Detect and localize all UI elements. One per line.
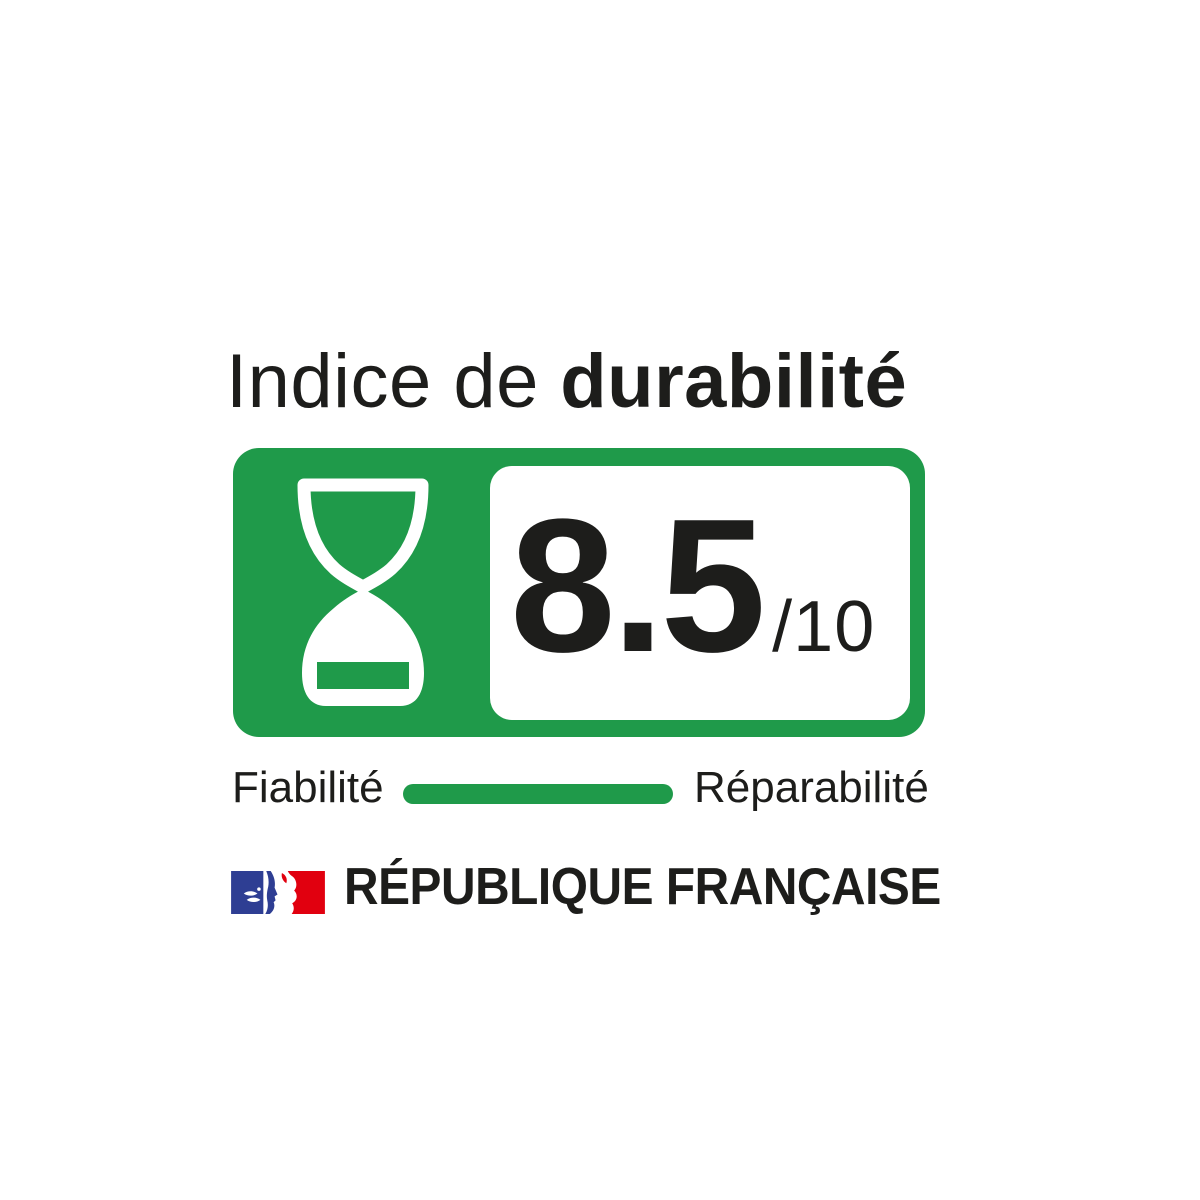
- scale-bar: [403, 784, 673, 804]
- title-regular-part: Indice de: [226, 339, 539, 424]
- hourglass-icon: [297, 478, 429, 706]
- title-bold-part: durabilité: [560, 339, 908, 424]
- repairability-label: Réparabilité: [694, 763, 929, 812]
- republic-text: RÉPUBLIQUE FRANÇAISE: [344, 858, 941, 916]
- durability-badge: 8.5/10: [233, 448, 925, 737]
- score-row: 8.5/10: [510, 486, 875, 686]
- reliability-label: Fiabilité: [232, 763, 384, 812]
- page-title: Indice de durabilité: [226, 344, 907, 420]
- score-value: 8.5: [510, 480, 766, 692]
- score-box: 8.5/10: [490, 466, 910, 720]
- score-denominator: /10: [772, 587, 876, 667]
- marianne-flag-icon: [231, 871, 325, 914]
